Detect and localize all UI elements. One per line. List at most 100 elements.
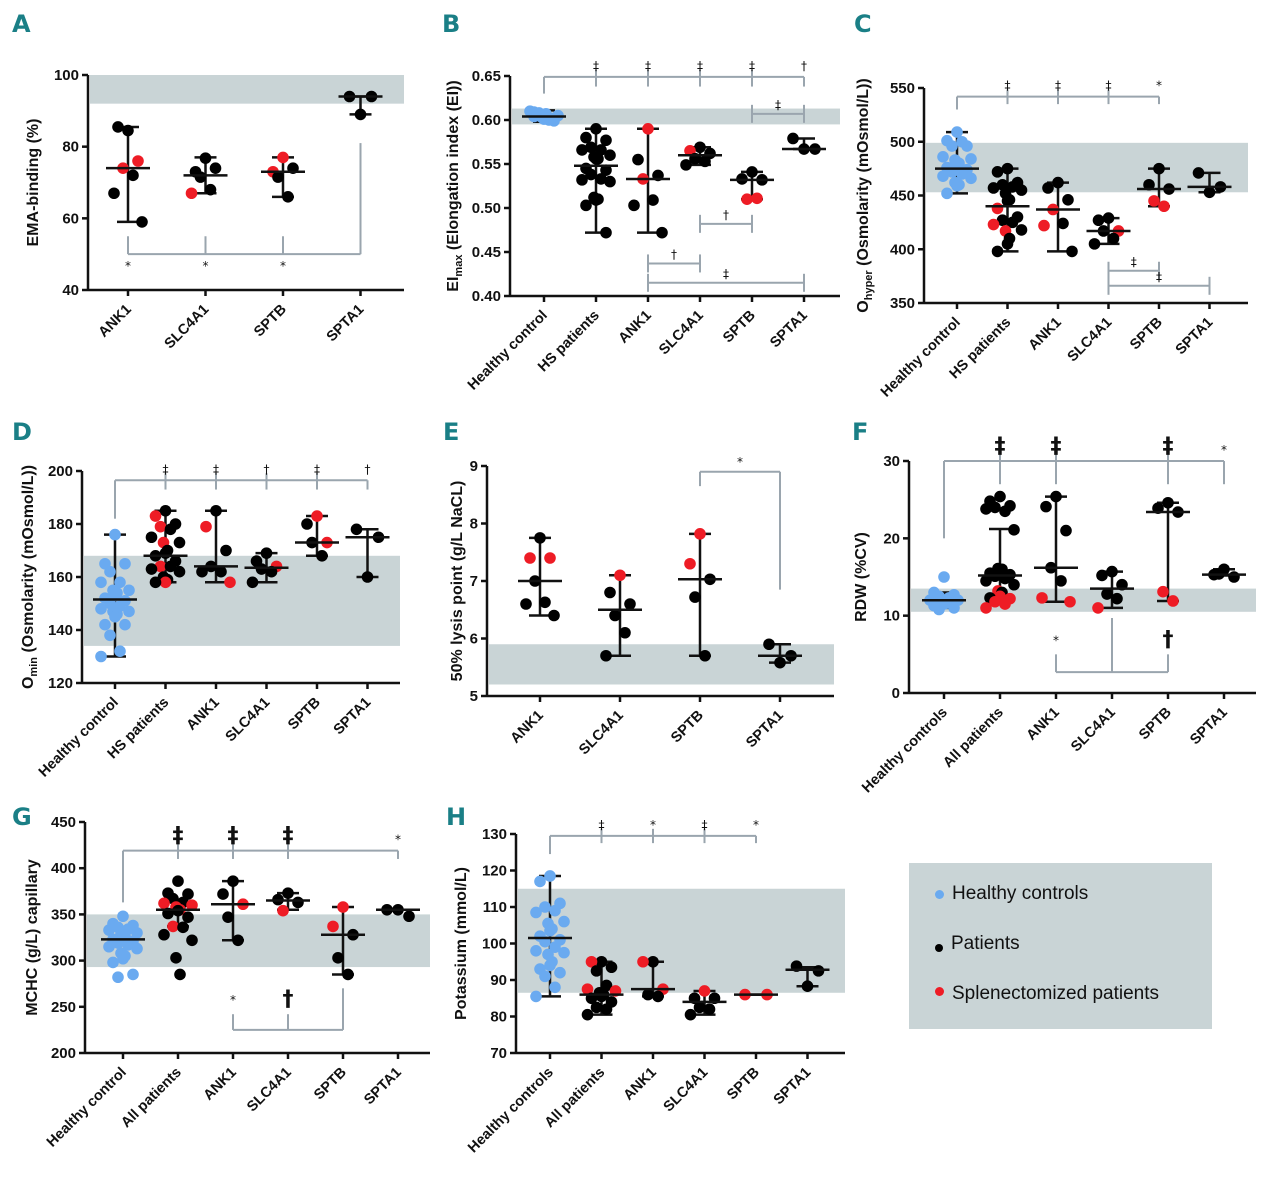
data-point — [311, 510, 323, 522]
significance-marker: ‡ — [1131, 255, 1137, 269]
y-tick-label: 0 — [892, 685, 900, 702]
significance-marker: * — [650, 818, 656, 832]
data-point — [104, 629, 116, 642]
data-point — [600, 1003, 613, 1015]
data-group — [626, 123, 670, 239]
x-tick-label: Healthy control — [465, 308, 551, 394]
data-point — [642, 988, 654, 1001]
data-group — [295, 510, 339, 562]
y-tick-label: 200 — [48, 463, 73, 480]
x-tick-label: SPTA1 — [743, 708, 787, 752]
data-point — [224, 576, 236, 589]
data-group — [106, 121, 150, 228]
data-point — [980, 575, 992, 587]
y-axis-label-rest: (Osmolarity (mOsmol/L)) — [20, 465, 37, 657]
data-point — [751, 192, 763, 205]
data-point — [164, 523, 177, 536]
data-point — [549, 904, 561, 917]
y-tick-label: 100 — [54, 67, 79, 84]
data-group — [922, 571, 966, 616]
reference-range-band — [926, 142, 1248, 193]
data-point — [590, 194, 602, 206]
data-point — [1158, 200, 1170, 213]
y-tick-label: 200 — [51, 1045, 76, 1062]
data-group — [682, 985, 727, 1021]
y-tick-label: 30 — [883, 453, 900, 470]
data-point — [117, 952, 129, 965]
data-point — [624, 598, 636, 610]
y-tick-label: 0.40 — [472, 288, 501, 305]
significance-marker: ‡ — [702, 818, 708, 832]
data-point — [301, 518, 313, 530]
data-point — [787, 132, 799, 145]
data-point — [530, 990, 542, 1003]
y-tick-label: 40 — [62, 282, 79, 299]
data-point — [1167, 595, 1179, 607]
y-axis-label-subscript: hyper — [863, 270, 875, 301]
data-point — [95, 650, 107, 663]
data-group — [985, 162, 1030, 258]
significance-marker: ‡ — [1156, 270, 1162, 284]
x-tick-label: SPTB — [1136, 705, 1175, 744]
x-tick-label: Healthy control — [44, 1065, 130, 1151]
legend-patient-dot-icon — [935, 944, 943, 952]
y-axis-label: MCHC (g/L) capillary — [24, 859, 41, 1016]
data-point — [600, 226, 612, 239]
data-point — [539, 970, 551, 983]
significance-marker: † — [365, 462, 371, 476]
data-point — [946, 140, 958, 152]
data-group — [574, 123, 618, 239]
data-group — [935, 126, 979, 200]
data-point — [989, 595, 1001, 608]
panel-d: D 120 140 160 180 200 Omin (Osmolarity (mOsmol… — [12, 418, 400, 780]
data-point — [530, 945, 542, 957]
significance-marker: ‡ — [1106, 79, 1112, 93]
panel-letter: E — [443, 418, 459, 446]
data-point — [991, 202, 1004, 215]
data-group — [211, 875, 255, 947]
data-point — [605, 961, 618, 974]
y-tick-label: 80 — [490, 1009, 507, 1026]
data-group — [244, 547, 289, 589]
data-point — [538, 113, 550, 125]
data-point — [999, 505, 1011, 518]
data-point — [951, 180, 963, 192]
data-point — [590, 152, 602, 165]
data-point — [282, 191, 294, 203]
data-point — [149, 510, 162, 522]
data-group — [598, 569, 642, 662]
data-point — [948, 602, 960, 614]
data-point — [996, 214, 1009, 227]
data-group — [345, 523, 390, 583]
data-point — [549, 941, 561, 953]
significance-marker: * — [753, 818, 759, 832]
data-group — [261, 151, 305, 203]
data-point — [159, 504, 172, 517]
data-point — [544, 959, 556, 972]
data-point — [585, 955, 598, 968]
data-point — [194, 171, 207, 183]
data-group — [1202, 563, 1246, 583]
data-point — [987, 218, 1000, 231]
data-point — [260, 547, 273, 559]
data-point — [220, 544, 232, 557]
data-point — [342, 968, 354, 981]
data-point — [548, 609, 560, 622]
x-tick-label: SPTB — [668, 708, 707, 747]
data-group — [522, 105, 566, 127]
data-point — [642, 123, 654, 135]
data-point — [941, 187, 953, 200]
significance-bracket: ‡ — [1107, 255, 1160, 280]
significance-bracket: ‡ — [647, 267, 805, 292]
significance-marker: ‡ — [599, 818, 605, 832]
data-group — [518, 532, 562, 622]
x-tick-label: Healthy controls — [465, 1065, 557, 1157]
y-tick-label: 80 — [62, 139, 79, 156]
data-group — [143, 504, 188, 589]
data-point — [619, 626, 631, 639]
y-tick-label: 70 — [490, 1045, 507, 1062]
y-tick-label: 100 — [482, 936, 507, 953]
data-point — [1096, 569, 1108, 582]
